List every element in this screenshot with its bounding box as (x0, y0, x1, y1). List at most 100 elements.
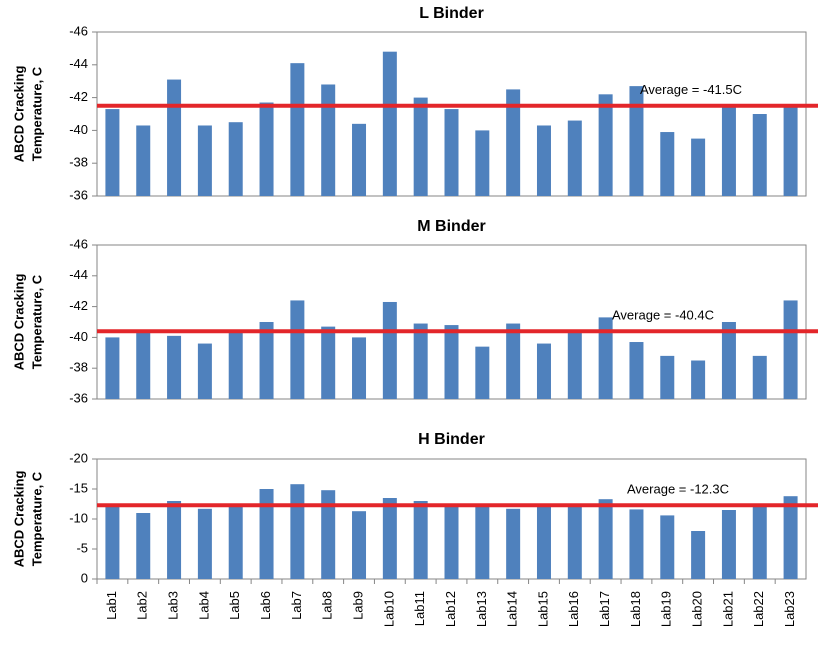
y-axis-label: Temperature, C (29, 274, 44, 369)
x-tick-label: Lab2 (135, 591, 150, 620)
x-tick-label: Lab1 (104, 591, 119, 620)
bar (629, 86, 644, 196)
bar (321, 84, 336, 196)
bar (660, 515, 675, 579)
bar (444, 109, 459, 196)
bar (783, 300, 798, 399)
bar (136, 329, 151, 399)
bar (444, 325, 459, 399)
bar (567, 507, 582, 579)
bar-chart: H Binder ABCD Cracking Temperature, C 0 -5 -1… (11, 431, 818, 627)
bar (197, 343, 212, 399)
bar (721, 510, 736, 579)
bar-chart: L Binder ABCD Cracking Temperature, C -36 -3… (11, 5, 818, 202)
x-tick-label: Lab3 (166, 591, 181, 620)
y-axis-label: ABCD Cracking (11, 66, 26, 163)
bar (136, 125, 151, 196)
x-tick-label: Lab19 (659, 591, 674, 627)
y-tick-label: -36 (69, 390, 88, 405)
y-tick-label: -5 (76, 540, 88, 555)
average-label: Average = -12.3C (627, 482, 729, 497)
bar (167, 335, 182, 399)
bar (382, 498, 397, 579)
bar (506, 508, 521, 579)
y-tick-label: -36 (69, 187, 88, 202)
bar (197, 508, 212, 579)
x-tick-label: Lab14 (505, 591, 520, 627)
bar (567, 332, 582, 399)
x-tick-label: Lab7 (289, 591, 304, 620)
bar (629, 342, 644, 399)
bar (105, 109, 120, 196)
x-tick-label: Lab21 (720, 591, 735, 627)
bar (783, 496, 798, 579)
bar (567, 120, 582, 196)
x-tick-label: Lab5 (227, 591, 242, 620)
bar (536, 343, 551, 399)
x-tick-label: Lab11 (412, 591, 427, 626)
x-tick-label: Lab9 (350, 591, 365, 620)
bar (321, 326, 336, 399)
bar (413, 501, 428, 579)
bar (321, 490, 336, 579)
bar (167, 79, 182, 196)
bar (228, 331, 243, 399)
bar (259, 489, 274, 579)
y-tick-label: -15 (69, 480, 88, 495)
chart-title: H Binder (418, 431, 485, 448)
average-label: Average = -41.5C (640, 82, 742, 97)
y-tick-label: -42 (69, 89, 88, 104)
bar (629, 509, 644, 579)
x-tick-label: Lab20 (690, 591, 705, 627)
bar (290, 300, 305, 399)
x-tick-label: Lab8 (320, 591, 335, 620)
bar (259, 102, 274, 196)
bar (536, 125, 551, 196)
y-axis-label: ABCD Cracking (11, 471, 26, 568)
bar (721, 105, 736, 196)
bar (352, 123, 367, 196)
bar (413, 97, 428, 196)
bar (105, 507, 120, 579)
bar (228, 122, 243, 196)
y-tick-label: 0 (81, 570, 88, 585)
average-label: Average = -40.4C (612, 308, 714, 323)
bar (721, 322, 736, 399)
bar (475, 505, 490, 579)
bar (475, 130, 490, 196)
x-tick-label: Lab4 (196, 591, 211, 620)
bar (691, 360, 706, 399)
x-tick-label: Lab16 (566, 591, 581, 627)
bar (691, 138, 706, 196)
y-tick-label: -44 (69, 56, 88, 71)
y-axis-label: Temperature, C (29, 66, 44, 161)
y-tick-label: -38 (69, 155, 88, 170)
chart-title: M Binder (417, 218, 485, 235)
y-tick-label: -38 (69, 360, 88, 375)
bar (197, 125, 212, 196)
y-tick-label: -46 (69, 23, 88, 38)
x-tick-label: Lab12 (443, 591, 458, 627)
bar (752, 114, 767, 196)
x-tick-label: Lab6 (258, 591, 273, 620)
y-tick-label: -10 (69, 510, 88, 525)
bar (475, 346, 490, 399)
bar (228, 505, 243, 579)
y-tick-label: -42 (69, 298, 88, 313)
bar (290, 63, 305, 196)
bar (752, 355, 767, 399)
y-axis-label: ABCD Cracking (11, 274, 26, 371)
y-tick-label: -40 (69, 122, 88, 137)
bar (752, 505, 767, 579)
chart-title: L Binder (419, 5, 484, 22)
bar (536, 505, 551, 579)
x-tick-label: Lab13 (474, 591, 489, 627)
y-tick-label: -44 (69, 267, 88, 282)
bar (259, 322, 274, 399)
bar (105, 337, 120, 399)
x-tick-label: Lab17 (597, 591, 612, 627)
bar (136, 513, 151, 579)
y-tick-label: -46 (69, 236, 88, 251)
bar (783, 105, 798, 196)
